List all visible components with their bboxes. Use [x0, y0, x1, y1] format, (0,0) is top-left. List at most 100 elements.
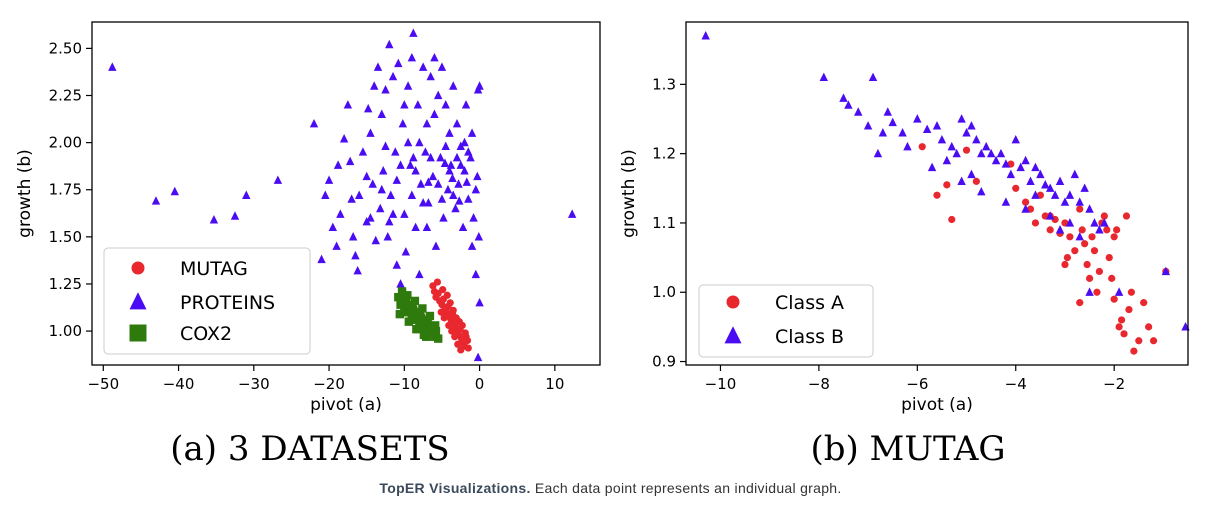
data-point-mutag — [464, 344, 472, 352]
data-point-class-a — [1105, 253, 1113, 262]
data-point-class-b — [839, 93, 848, 102]
data-point-proteins — [445, 166, 454, 175]
data-point-proteins — [409, 28, 418, 37]
x-tick-label: −8 — [808, 375, 830, 393]
data-point-class-a — [1127, 288, 1136, 296]
data-point-mutag — [463, 336, 472, 345]
data-point-class-b — [942, 155, 952, 165]
figure-caption: TopER Visualizations. Each data point re… — [0, 480, 1221, 496]
data-point-proteins — [411, 222, 420, 232]
data-point-class-b — [701, 31, 710, 40]
data-point-class-b — [1021, 204, 1030, 213]
data-point-proteins — [409, 152, 418, 162]
data-point-cox2 — [409, 306, 418, 315]
data-point-class-a — [1083, 260, 1091, 269]
data-point-class-b — [1070, 169, 1080, 179]
data-point-proteins — [242, 190, 251, 200]
data-point-class-a — [1061, 260, 1069, 269]
data-point-proteins — [445, 128, 454, 137]
data-point-proteins — [451, 203, 460, 213]
data-point-cox2 — [433, 334, 443, 343]
data-point-proteins — [383, 232, 392, 241]
data-point-class-b — [1085, 287, 1094, 296]
data-point-proteins — [386, 190, 395, 200]
data-point-proteins — [452, 152, 462, 162]
data-point-proteins — [437, 62, 447, 71]
data-point-class-a — [1031, 219, 1040, 227]
data-point-proteins — [415, 137, 424, 147]
data-point-class-b — [878, 128, 888, 137]
data-point-proteins — [230, 211, 240, 220]
data-point-class-b — [1041, 180, 1050, 189]
data-point-proteins — [396, 279, 405, 288]
data-point-proteins — [446, 160, 456, 169]
data-point-cox2 — [416, 313, 426, 323]
data-point-proteins — [366, 213, 375, 222]
data-point-class-a — [1117, 316, 1126, 324]
data-point-proteins — [471, 269, 481, 279]
data-point-cox2 — [415, 308, 425, 317]
data-point-proteins — [411, 166, 420, 175]
data-point-class-b — [844, 100, 853, 109]
data-point-proteins — [373, 62, 383, 71]
data-point-class-a — [1125, 305, 1133, 314]
data-point-class-a — [1122, 212, 1131, 220]
data-point-proteins — [209, 215, 219, 224]
data-point-proteins — [366, 128, 375, 137]
data-point-proteins — [430, 52, 439, 62]
data-point-proteins — [433, 90, 443, 100]
data-point-class-a — [1135, 337, 1143, 345]
legend-label: MUTAG — [180, 258, 248, 280]
x-axis-label: pivot (a) — [901, 395, 973, 415]
data-point-class-b — [932, 121, 942, 130]
data-point-class-a — [1103, 226, 1111, 234]
data-point-proteins — [416, 179, 426, 188]
data-point-proteins — [309, 118, 319, 128]
data-point-proteins — [474, 232, 484, 241]
data-point-class-b — [972, 134, 981, 144]
data-point-mutag — [457, 346, 465, 354]
data-point-class-a — [918, 143, 926, 151]
data-point-class-a — [1100, 212, 1108, 220]
data-point-proteins — [371, 235, 380, 245]
data-point-class-a — [972, 177, 980, 185]
data-point-class-b — [967, 169, 976, 179]
y-tick-label: 2.25 — [49, 87, 82, 105]
data-point-class-a — [1076, 299, 1084, 307]
data-point-proteins — [400, 209, 409, 218]
data-point-class-a — [1088, 233, 1096, 241]
data-point-class-b — [1085, 204, 1094, 213]
data-point-class-b — [1045, 211, 1055, 220]
data-point-class-b — [888, 117, 897, 127]
data-point-cox2 — [431, 326, 441, 336]
legend-label: PROTEINS — [180, 292, 275, 314]
data-point-cox2 — [404, 317, 414, 326]
data-point-class-b — [962, 128, 971, 137]
data-point-class-b — [952, 148, 961, 158]
data-point-proteins — [324, 175, 334, 184]
data-point-proteins — [379, 166, 388, 175]
y-tick-label: 1.50 — [49, 228, 82, 246]
data-point-proteins — [473, 352, 483, 362]
data-point-proteins — [413, 100, 423, 109]
data-point-proteins — [452, 118, 462, 128]
data-point-mutag — [443, 291, 451, 299]
data-point-class-a — [1149, 337, 1158, 345]
data-point-cox2 — [408, 300, 417, 309]
data-point-proteins — [407, 190, 417, 200]
data-point-proteins — [151, 196, 161, 205]
data-point-proteins — [448, 173, 457, 183]
plot-frame — [91, 21, 601, 366]
panel-a-chart: −50 −40 −30 −20 −10 0 10 1.00 1.25 1.50 1.75 2.00 2.… — [15, 21, 601, 469]
data-point-proteins — [392, 175, 401, 184]
data-point-class-b — [1045, 183, 1055, 192]
data-point-proteins — [467, 128, 477, 137]
data-point-class-a — [1071, 247, 1079, 255]
data-point-class-b — [1090, 218, 1099, 227]
y-tick-label: 1.25 — [49, 275, 82, 293]
caption-text: Each data point represents an individual… — [530, 480, 842, 496]
data-point-proteins — [464, 147, 473, 156]
data-point-proteins — [430, 109, 439, 118]
data-point-class-b — [1065, 190, 1075, 199]
legend-marker-mutag — [131, 261, 145, 275]
